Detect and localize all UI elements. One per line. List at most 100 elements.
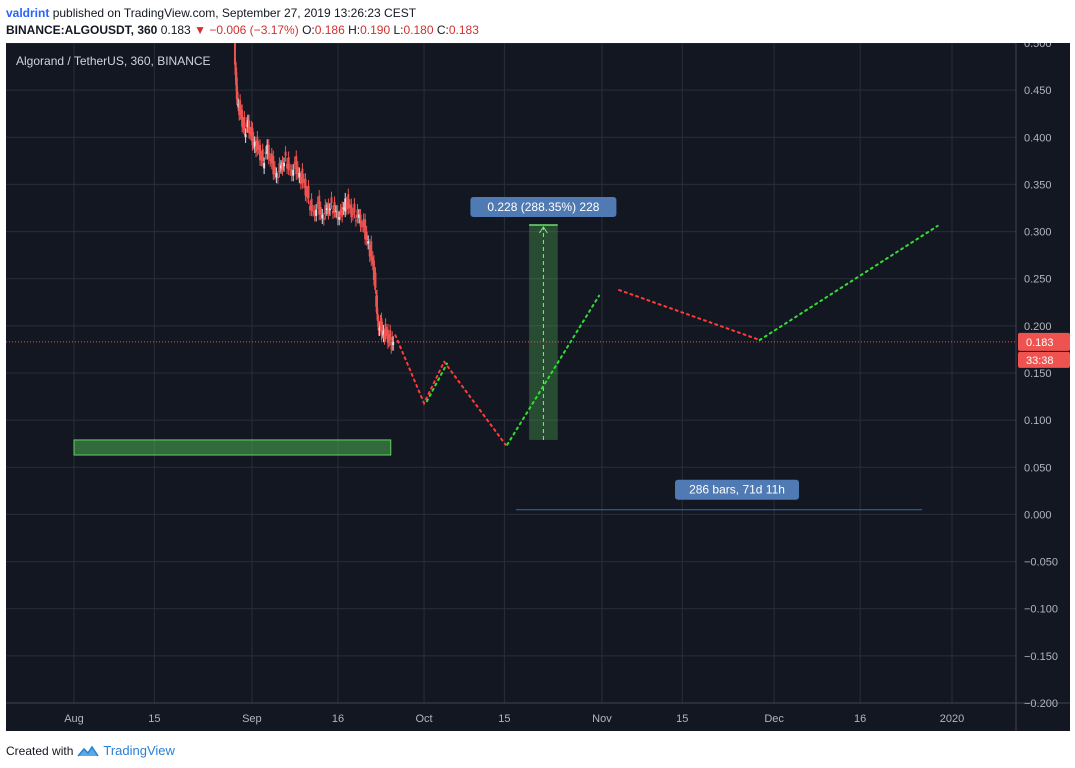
candle-body xyxy=(350,204,353,218)
candle-body xyxy=(332,210,335,214)
y-tick-label: 0.300 xyxy=(1024,227,1052,239)
y-tick-label: 0.000 xyxy=(1024,509,1052,521)
candle-body xyxy=(250,126,253,136)
last-price: 0.183 xyxy=(160,23,191,37)
candle-body xyxy=(243,116,246,130)
candle-body xyxy=(344,198,347,212)
candle-body xyxy=(302,179,305,183)
chart-area[interactable]: 0.500 0.450 0.400 0.350 0.300 0.250 0.200 0.150… xyxy=(6,37,1070,731)
countdown-badge-text: 33:38 xyxy=(1026,355,1054,367)
y-tick-label: 0.250 xyxy=(1024,274,1052,286)
publish-line: valdrint published on TradingView.com, S… xyxy=(6,6,416,20)
candle-body xyxy=(358,214,361,218)
candle-body xyxy=(252,137,255,144)
projection-red-path xyxy=(394,334,446,406)
candle-body xyxy=(318,195,321,215)
projection-green-path xyxy=(506,294,601,446)
footer: Created with TradingView xyxy=(6,743,175,758)
candle-body xyxy=(263,163,266,169)
candle-body xyxy=(239,99,242,115)
candle-body xyxy=(307,185,310,199)
candle-body xyxy=(235,67,238,86)
candle-body xyxy=(256,136,259,151)
price-chart[interactable]: 0.500 0.450 0.400 0.350 0.300 0.250 0.200 0.150… xyxy=(6,37,1070,731)
candle-body xyxy=(301,168,304,184)
candle-body xyxy=(253,142,256,148)
measure-arrow-head xyxy=(538,226,548,234)
candle-body xyxy=(242,122,245,129)
support-zone xyxy=(73,439,392,456)
candle-body xyxy=(388,339,391,342)
candle-body xyxy=(248,120,251,133)
candle-body xyxy=(286,163,289,169)
x-tick-label: Nov xyxy=(592,713,612,725)
candle-body xyxy=(240,110,243,114)
range-label: 286 bars, 71d 11h xyxy=(689,483,785,497)
candle-body xyxy=(384,323,387,337)
candle-body xyxy=(347,194,350,209)
candle-body xyxy=(315,209,318,216)
author-name[interactable]: valdrint xyxy=(6,6,50,20)
candle-body xyxy=(377,321,380,331)
candle-body xyxy=(267,144,270,159)
candle-body xyxy=(313,210,316,216)
y-tick-label: −0.150 xyxy=(1024,651,1058,663)
candle-body xyxy=(362,219,365,227)
candle-body xyxy=(266,144,269,154)
x-tick-label: 16 xyxy=(332,713,344,725)
candle-body xyxy=(244,134,247,138)
countdown-badge xyxy=(1018,351,1070,368)
y-tick-label: −0.050 xyxy=(1024,557,1058,569)
candle-body xyxy=(269,158,272,162)
last-price-badge xyxy=(1018,332,1070,351)
candle-body xyxy=(382,330,385,337)
candle-body xyxy=(391,336,394,346)
candle-body xyxy=(279,165,282,169)
tradingview-logo-icon xyxy=(77,745,99,756)
last-price-badge-text: 0.183 xyxy=(1026,337,1054,349)
projection-red-path xyxy=(443,360,507,446)
candle-body xyxy=(233,43,236,65)
candle-body xyxy=(380,318,383,335)
candle-body xyxy=(342,207,345,210)
candle-body xyxy=(378,328,381,331)
candle-body xyxy=(370,241,373,261)
y-tick-label: 0.150 xyxy=(1024,368,1052,380)
candle-body xyxy=(278,163,281,172)
candle-body xyxy=(383,334,386,340)
tradingview-brand[interactable]: TradingView xyxy=(103,743,175,758)
x-tick-label: 2020 xyxy=(940,713,964,725)
candle-body xyxy=(249,132,252,135)
candle-body xyxy=(284,151,287,157)
candle-body xyxy=(348,204,351,208)
candle-body xyxy=(330,197,333,204)
candle-body xyxy=(336,210,339,220)
candle-body xyxy=(241,109,244,127)
candle-body xyxy=(275,173,278,178)
candle-body xyxy=(371,256,374,265)
candle-body xyxy=(245,122,248,128)
candle-body xyxy=(368,244,371,257)
candle-body xyxy=(305,191,308,197)
candle-body xyxy=(257,146,260,149)
candle-body xyxy=(251,127,254,146)
candle-body xyxy=(260,156,263,161)
low-label: L: xyxy=(393,23,404,37)
candle-body xyxy=(386,329,389,344)
x-tick-label: 15 xyxy=(148,713,160,725)
close-label: C: xyxy=(436,23,449,37)
candle-body xyxy=(356,209,359,218)
candle-body xyxy=(354,220,357,222)
x-tick-label: Sep xyxy=(242,713,262,725)
price-change: −0.006 (−3.17%) xyxy=(209,23,299,37)
candle-body xyxy=(375,295,378,314)
candle-body xyxy=(324,204,327,214)
candle-body xyxy=(287,157,290,170)
open-label: O: xyxy=(302,23,315,37)
candle-body xyxy=(341,207,344,217)
candle-body xyxy=(295,156,298,175)
candle-body xyxy=(270,153,273,164)
candle-body xyxy=(289,169,292,171)
candle-body xyxy=(261,149,264,161)
candle-body xyxy=(325,208,328,211)
